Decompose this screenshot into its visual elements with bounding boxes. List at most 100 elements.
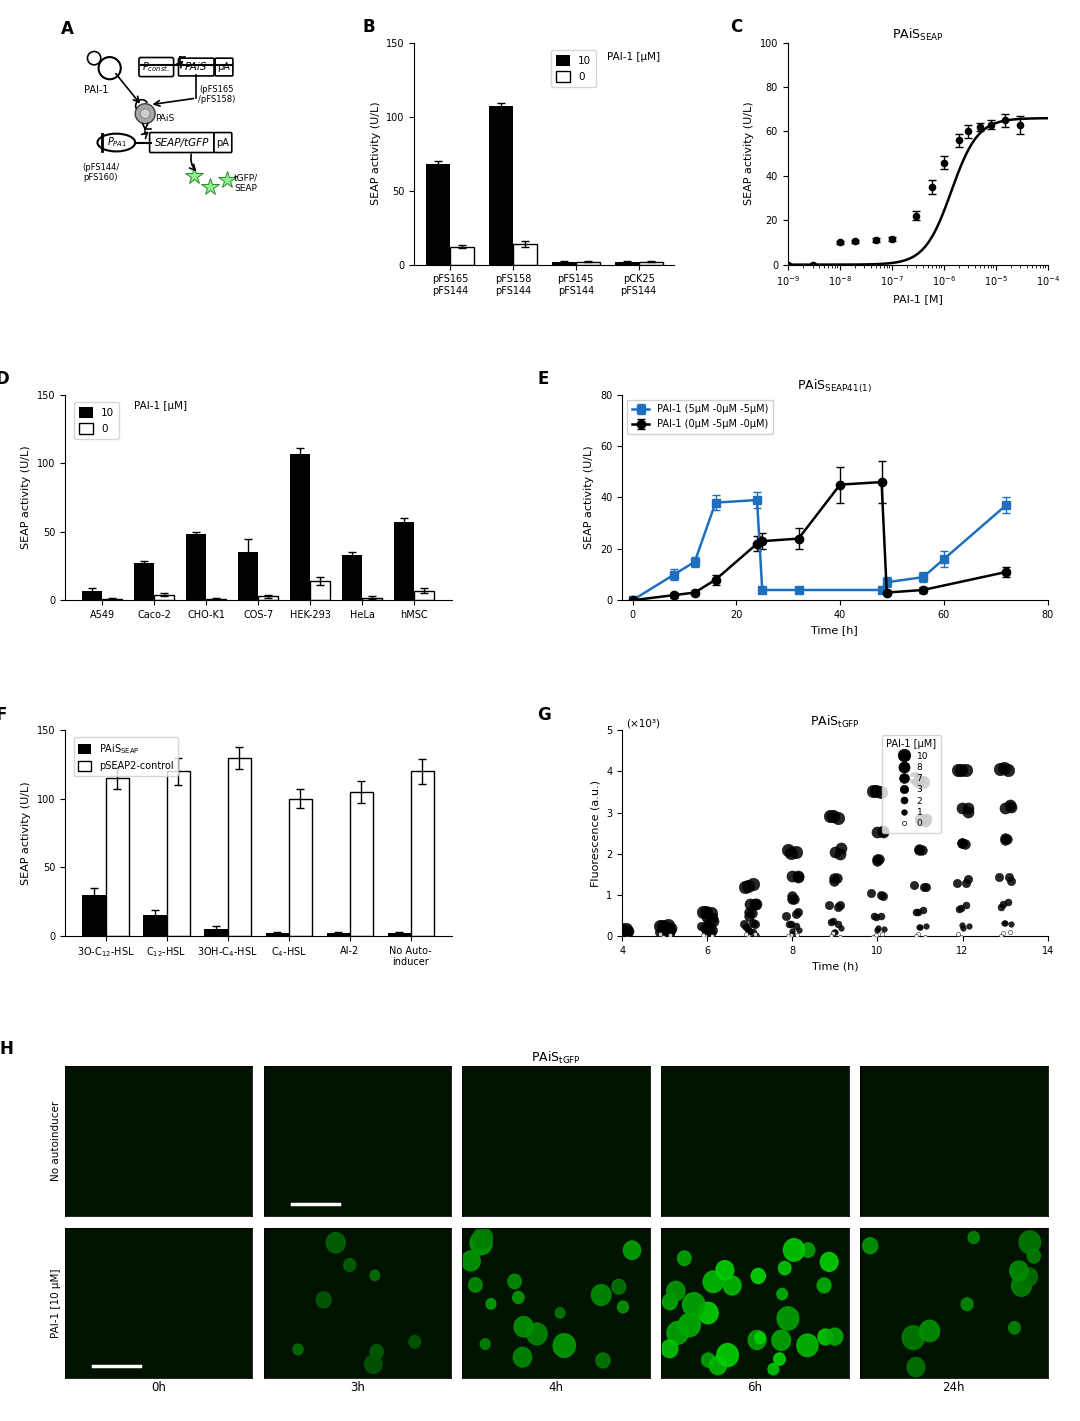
Circle shape: [902, 1326, 924, 1350]
Circle shape: [592, 1285, 611, 1306]
X-axis label: Time [h]: Time [h]: [811, 625, 859, 635]
Text: pA: pA: [217, 63, 230, 72]
Bar: [350, 791, 373, 936]
Bar: [576, 261, 599, 264]
X-axis label: 24h: 24h: [943, 1381, 966, 1394]
Circle shape: [919, 1320, 940, 1341]
Text: (pFS144/
pFS160): (pFS144/ pFS160): [82, 162, 120, 182]
Circle shape: [703, 1270, 724, 1293]
Circle shape: [553, 1334, 576, 1357]
Text: F: F: [0, 706, 6, 725]
X-axis label: 6h: 6h: [747, 1381, 762, 1394]
Circle shape: [513, 1347, 531, 1367]
Text: PAI-1: PAI-1: [84, 85, 109, 95]
Circle shape: [508, 1275, 522, 1289]
Bar: [82, 591, 103, 600]
Y-axis label: SEAP activity (U/L): SEAP activity (U/L): [584, 446, 594, 550]
Circle shape: [555, 1307, 565, 1319]
Text: G: G: [537, 706, 551, 725]
Bar: [638, 261, 662, 264]
Legend: 10, 0: 10, 0: [551, 50, 596, 88]
Circle shape: [818, 1329, 833, 1344]
Text: $P_{PA1}$: $P_{PA1}$: [107, 135, 127, 149]
Text: PAiS: PAiS: [185, 63, 207, 72]
Bar: [166, 772, 190, 936]
Circle shape: [773, 1353, 785, 1366]
Circle shape: [772, 1330, 791, 1350]
Ellipse shape: [97, 134, 135, 152]
Circle shape: [779, 1262, 791, 1275]
Circle shape: [661, 1340, 678, 1357]
X-axis label: 3h: 3h: [350, 1381, 365, 1394]
Circle shape: [755, 1333, 766, 1344]
Circle shape: [1027, 1249, 1040, 1263]
Circle shape: [778, 1307, 799, 1330]
Circle shape: [748, 1330, 766, 1350]
Text: PAI-1 [μM]: PAI-1 [μM]: [134, 401, 188, 411]
FancyBboxPatch shape: [150, 132, 214, 152]
Circle shape: [469, 1277, 482, 1292]
Text: pA: pA: [216, 138, 229, 148]
Bar: [415, 591, 434, 600]
Circle shape: [1020, 1231, 1040, 1253]
Circle shape: [968, 1232, 980, 1243]
X-axis label: Time (h): Time (h): [811, 961, 859, 971]
Bar: [342, 556, 362, 600]
Legend: PAI-1 (5μM -0μM -5μM), PAI-1 (0μM -5μM -0μM): PAI-1 (5μM -0μM -5μM), PAI-1 (0μM -5μM -…: [627, 399, 773, 435]
Bar: [513, 244, 537, 264]
Circle shape: [961, 1297, 973, 1310]
Bar: [134, 563, 154, 600]
Title: PAiS$_{\mathrm{tGFP}}$: PAiS$_{\mathrm{tGFP}}$: [810, 715, 860, 730]
Circle shape: [662, 1295, 677, 1310]
Circle shape: [370, 1270, 380, 1280]
Bar: [362, 597, 382, 600]
Y-axis label: PAI-1 [10 μM]: PAI-1 [10 μM]: [51, 1269, 60, 1339]
Title: PAiS$_{\mathrm{tGFP}}$: PAiS$_{\mathrm{tGFP}}$: [531, 1050, 581, 1066]
Circle shape: [797, 1334, 818, 1357]
Circle shape: [717, 1344, 739, 1367]
Circle shape: [818, 1277, 831, 1293]
Circle shape: [527, 1323, 548, 1344]
Circle shape: [409, 1336, 420, 1349]
Circle shape: [370, 1344, 383, 1358]
Bar: [288, 799, 312, 936]
Text: $P_{const.}$: $P_{const.}$: [143, 60, 171, 74]
Bar: [82, 895, 106, 936]
Circle shape: [678, 1313, 700, 1337]
Title: PAiS$_{\mathrm{SEAP}}$: PAiS$_{\mathrm{SEAP}}$: [892, 27, 944, 43]
Circle shape: [710, 1356, 727, 1374]
Text: C: C: [730, 17, 743, 36]
Circle shape: [486, 1299, 496, 1309]
Bar: [410, 772, 434, 936]
Text: (pFS165
/pFS158): (pFS165 /pFS158): [198, 85, 235, 104]
Legend: 10, 8, 7, 3, 2, 1, 0: 10, 8, 7, 3, 2, 1, 0: [882, 735, 941, 833]
Bar: [106, 779, 129, 936]
Circle shape: [596, 1353, 610, 1368]
Circle shape: [666, 1282, 685, 1300]
Circle shape: [1021, 1268, 1038, 1286]
Text: (×10³): (×10³): [626, 718, 660, 728]
Circle shape: [1012, 1275, 1031, 1296]
Circle shape: [752, 1269, 766, 1283]
Bar: [204, 929, 228, 936]
Legend: PAiS$_\mathrm{SEAP}$, pSEAP2-control: PAiS$_\mathrm{SEAP}$, pSEAP2-control: [73, 737, 178, 776]
Circle shape: [827, 1329, 842, 1346]
Circle shape: [513, 1292, 524, 1303]
Text: PAiS: PAiS: [156, 114, 175, 122]
Circle shape: [365, 1354, 382, 1373]
FancyBboxPatch shape: [178, 58, 214, 75]
X-axis label: 4h: 4h: [549, 1381, 564, 1394]
Circle shape: [863, 1238, 878, 1253]
Circle shape: [481, 1339, 490, 1350]
Text: SEAP/tGFP: SEAP/tGFP: [154, 138, 210, 148]
Bar: [187, 534, 206, 600]
Bar: [228, 757, 251, 936]
Text: A: A: [60, 20, 73, 38]
Text: PAI-1 [μM]: PAI-1 [μM]: [607, 51, 660, 61]
Circle shape: [683, 1293, 705, 1317]
Legend: 10, 0: 10, 0: [73, 402, 119, 439]
Y-axis label: SEAP activity (U/L): SEAP activity (U/L): [370, 102, 380, 206]
Circle shape: [612, 1279, 625, 1295]
Y-axis label: Fluorescence (a.u.): Fluorescence (a.u.): [591, 780, 600, 887]
Text: H: H: [0, 1040, 13, 1057]
